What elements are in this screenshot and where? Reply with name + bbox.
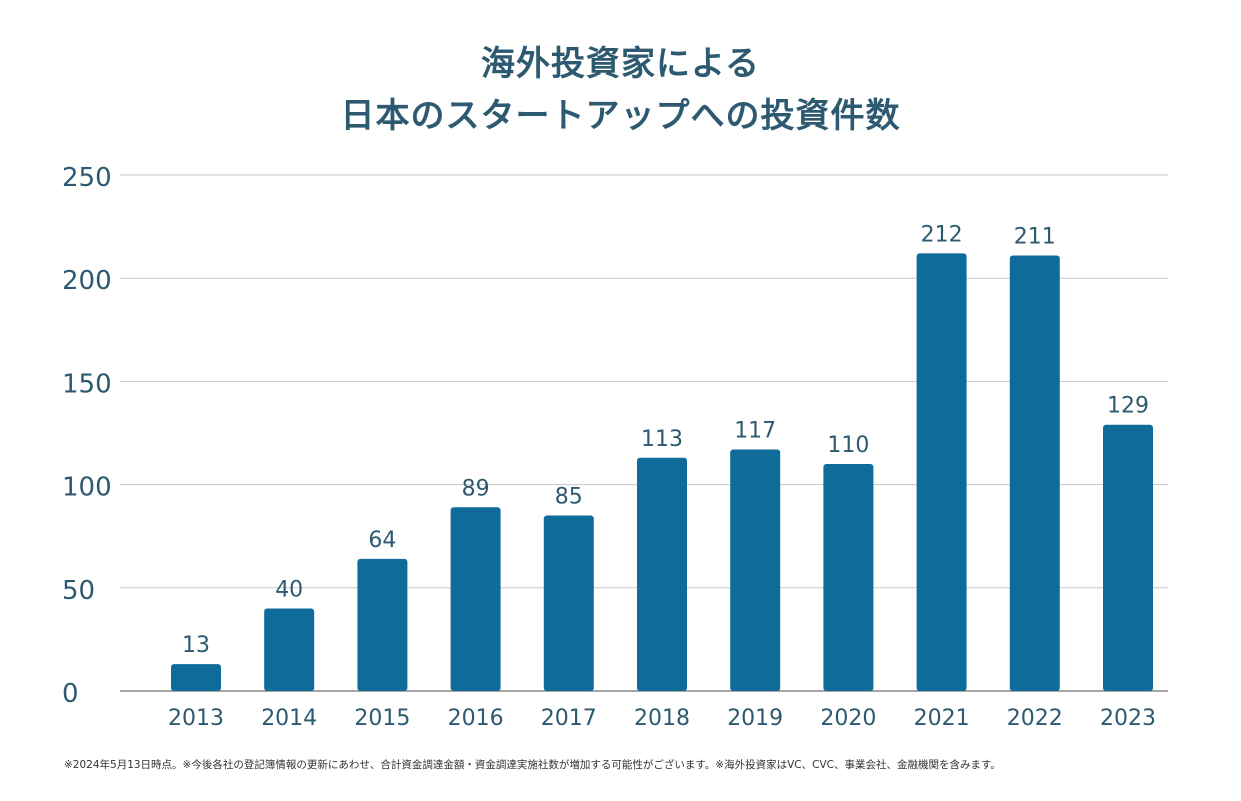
y-tick-label: 150: [62, 369, 112, 399]
x-tick-label: 2023: [1100, 706, 1156, 731]
bar: [543, 515, 594, 691]
x-tick-label: 2022: [1007, 706, 1063, 731]
chart-title-line-1: 海外投資家による: [481, 44, 760, 84]
bar: [823, 463, 874, 691]
bar: [264, 608, 315, 691]
chart-title-line-2: 日本のスタートアップへの投資件数: [340, 96, 901, 136]
bar: [730, 449, 781, 691]
y-tick-label: 250: [62, 163, 112, 193]
x-tick-label: 2014: [261, 706, 317, 731]
bar: [450, 507, 501, 691]
bar: [637, 457, 687, 691]
x-tick-label: 2019: [727, 706, 783, 731]
data-label: 13: [182, 633, 210, 658]
footnote: ※2024年5月13日時点。※今後各社の登記簿情報の更新にあわせ、合計資金調達金…: [64, 759, 1001, 771]
bar: [916, 253, 967, 691]
y-tick-label: 100: [62, 473, 112, 503]
data-label: 40: [275, 577, 303, 602]
data-label: 85: [555, 485, 583, 510]
data-label: 211: [1014, 224, 1056, 249]
y-tick-label: 50: [62, 576, 95, 606]
x-tick-label: 2017: [541, 706, 597, 731]
data-label: 113: [641, 427, 683, 452]
data-label: 129: [1107, 394, 1149, 419]
y-tick-label: 0: [62, 679, 79, 709]
x-tick-label: 2020: [820, 706, 876, 731]
x-tick-label: 2021: [914, 706, 970, 731]
x-tick-label: 2016: [448, 706, 504, 731]
x-tick-label: 2018: [634, 706, 690, 731]
bar: [1009, 255, 1060, 691]
data-label: 89: [462, 476, 490, 501]
bar: [1103, 424, 1153, 691]
data-label: 117: [734, 419, 776, 444]
data-label: 64: [368, 528, 396, 553]
y-tick-label: 200: [62, 266, 112, 296]
x-tick-label: 2013: [168, 706, 224, 731]
bar: [357, 558, 408, 691]
bar: [171, 664, 221, 691]
x-tick-label: 2015: [354, 706, 410, 731]
data-label: 212: [921, 222, 963, 247]
data-label: 110: [827, 433, 869, 458]
